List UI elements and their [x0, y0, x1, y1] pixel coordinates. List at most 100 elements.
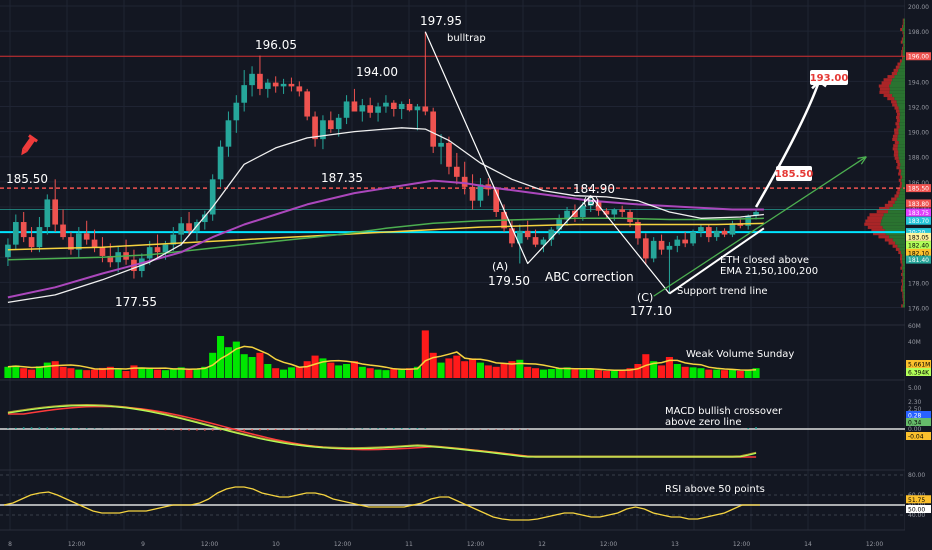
macd-histogram-bar: [7, 429, 9, 430]
volume-bar: [4, 367, 11, 378]
candle-body: [415, 106, 421, 110]
profile-bar-buy: [900, 248, 905, 251]
profile-bar-sell: [900, 28, 902, 31]
profile-bar-buy: [898, 144, 905, 147]
profile-bar-sell: [898, 251, 901, 254]
profile-bar-buy: [898, 69, 905, 72]
volume-bar: [611, 371, 618, 378]
label-177-10: 177.10: [630, 304, 672, 318]
profile-bar-buy: [902, 260, 905, 263]
volume-bar: [595, 370, 602, 378]
target-193-box[interactable]: 193.00: [810, 70, 849, 85]
profile-bar-buy: [902, 257, 905, 260]
profile-bar-buy: [903, 295, 905, 298]
macd-histogram-bar: [291, 429, 293, 430]
profile-bar-sell: [895, 106, 899, 109]
volume-bar: [138, 367, 145, 378]
volume-bar: [477, 363, 484, 378]
candle-body: [257, 74, 263, 89]
volume-bar: [256, 353, 263, 378]
macd-histogram-bar: [212, 429, 214, 431]
candle-body: [29, 237, 35, 247]
profile-bar-sell: [899, 179, 902, 182]
volume-bar: [115, 370, 122, 378]
profile-bar-buy: [903, 285, 905, 288]
candle-body: [186, 223, 192, 231]
macd-histogram-bar: [283, 429, 285, 430]
profile-bar-buy: [903, 282, 905, 285]
profile-bar-buy: [899, 106, 905, 109]
profile-bar-sell: [899, 169, 901, 172]
profile-bar-buy: [892, 78, 905, 81]
candle-body: [249, 74, 255, 85]
candle-body: [359, 105, 365, 111]
profile-bar-sell: [901, 289, 903, 292]
profile-bar-buy: [899, 132, 905, 135]
rsi-tick-label: 80.00: [908, 472, 925, 479]
volume-bar: [264, 364, 271, 378]
profile-bar-sell: [885, 204, 893, 207]
profile-bar-sell: [891, 198, 897, 201]
profile-bar-buy: [903, 37, 905, 40]
candle-body: [698, 227, 704, 232]
macd-tick-label: 5.00: [908, 385, 922, 392]
profile-bar-sell: [896, 125, 899, 128]
profile-bar-buy: [899, 194, 905, 197]
profile-bar-sell: [901, 273, 903, 276]
time-tick-label: 12:00: [866, 541, 883, 548]
target-185-box[interactable]: 185.50: [775, 166, 814, 181]
profile-bar-buy: [904, 44, 905, 47]
profile-bar-buy: [903, 289, 905, 292]
candle-body: [375, 106, 381, 112]
candle-body: [611, 209, 617, 214]
profile-bar-buy: [900, 191, 905, 194]
macd-histogram-bar: [362, 428, 364, 429]
macd-histogram-bar: [47, 428, 49, 429]
profile-bar-buy: [900, 160, 905, 163]
candle-body: [178, 223, 184, 234]
volume-bar: [359, 367, 366, 378]
profile-bar-sell: [864, 223, 880, 226]
macd-extra-label: 2.30: [908, 399, 922, 406]
profile-bar-buy: [900, 125, 905, 128]
price-badge-label: 183.05: [908, 234, 929, 241]
candle-body: [430, 112, 436, 147]
profile-bar-sell: [878, 235, 889, 238]
candle-body: [44, 199, 50, 227]
candle-body: [422, 106, 428, 111]
volume-bar: [398, 370, 405, 378]
profile-bar-buy: [900, 163, 905, 166]
profile-bar-sell: [892, 72, 897, 75]
label-185-50-left: 185.50: [6, 172, 48, 186]
candle-body: [714, 231, 720, 237]
macd-histogram-bar: [23, 427, 25, 429]
volume-bar: [52, 361, 59, 378]
profile-bar-sell: [896, 110, 900, 113]
profile-bar-buy: [897, 103, 905, 106]
profile-bar-sell: [893, 135, 898, 138]
profile-bar-sell: [893, 147, 898, 150]
volume-bar: [233, 342, 240, 378]
price-tick-label: 190.00: [908, 130, 929, 137]
time-axis: 8 12:00 9 12:00 10 12:00 11 12:00 12 12:00 13 12:00…: [0, 531, 932, 550]
volume-bar: [422, 330, 429, 378]
profile-bar-buy: [904, 22, 905, 25]
candle-body: [5, 245, 11, 258]
volume-bar: [327, 363, 334, 378]
candle-body: [84, 233, 90, 239]
profile-bar-buy: [897, 198, 905, 201]
macd-tick-label: 0.00: [908, 426, 922, 433]
profile-bar-buy: [903, 279, 905, 282]
macd-histogram-bar: [31, 427, 33, 429]
macd-histogram-bar: [251, 429, 253, 430]
volume-bar: [493, 367, 500, 378]
candle-body: [218, 147, 224, 180]
profile-bar-buy: [900, 119, 905, 122]
profile-bar-sell: [901, 263, 902, 266]
volume-bar: [556, 368, 563, 378]
profile-bar-buy: [898, 154, 905, 157]
volume-bar: [20, 368, 27, 378]
candle-body: [533, 237, 539, 245]
profile-bar-buy: [898, 128, 905, 131]
